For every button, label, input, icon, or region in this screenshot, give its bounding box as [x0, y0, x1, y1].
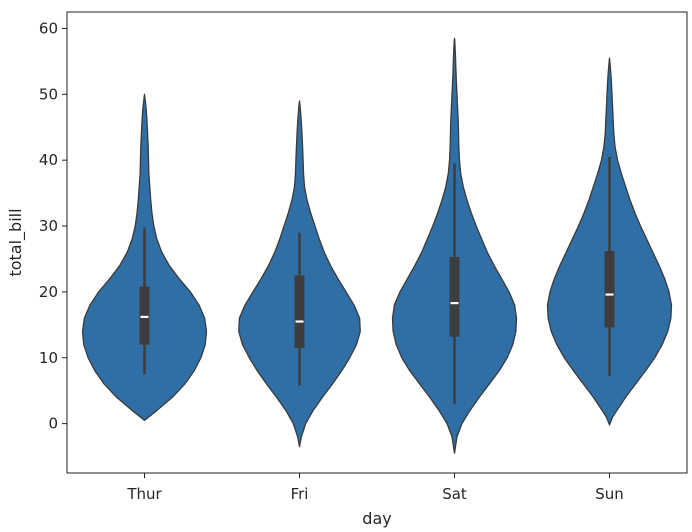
- iqr-box-sat: [449, 256, 460, 337]
- x-axis: Thur Fri Sat Sun: [126, 473, 624, 503]
- iqr-box-thur: [139, 286, 150, 345]
- y-axis: 0 10 20 30 40 50 60: [39, 19, 67, 433]
- y-axis-label: total_bill: [6, 208, 26, 276]
- x-tick-label-sun: Sun: [595, 485, 624, 503]
- x-tick-label-thur: Thur: [126, 485, 162, 503]
- y-tick-label: 20: [39, 283, 58, 301]
- x-tick-label-fri: Fri: [291, 485, 309, 503]
- y-tick-label: 60: [39, 19, 58, 37]
- y-tick-label: 30: [39, 217, 58, 235]
- x-axis-label: day: [362, 509, 391, 528]
- y-tick-label: 10: [39, 349, 58, 367]
- x-tick-label-sat: Sat: [442, 485, 467, 503]
- iqr-box-fri: [294, 275, 305, 348]
- violins-group: [81, 37, 673, 454]
- y-tick-label: 40: [39, 151, 58, 169]
- plot-frame: [66, 11, 688, 474]
- y-tick-label: 0: [48, 415, 58, 433]
- iqr-box-sun: [604, 251, 615, 328]
- y-tick-label: 50: [39, 85, 58, 103]
